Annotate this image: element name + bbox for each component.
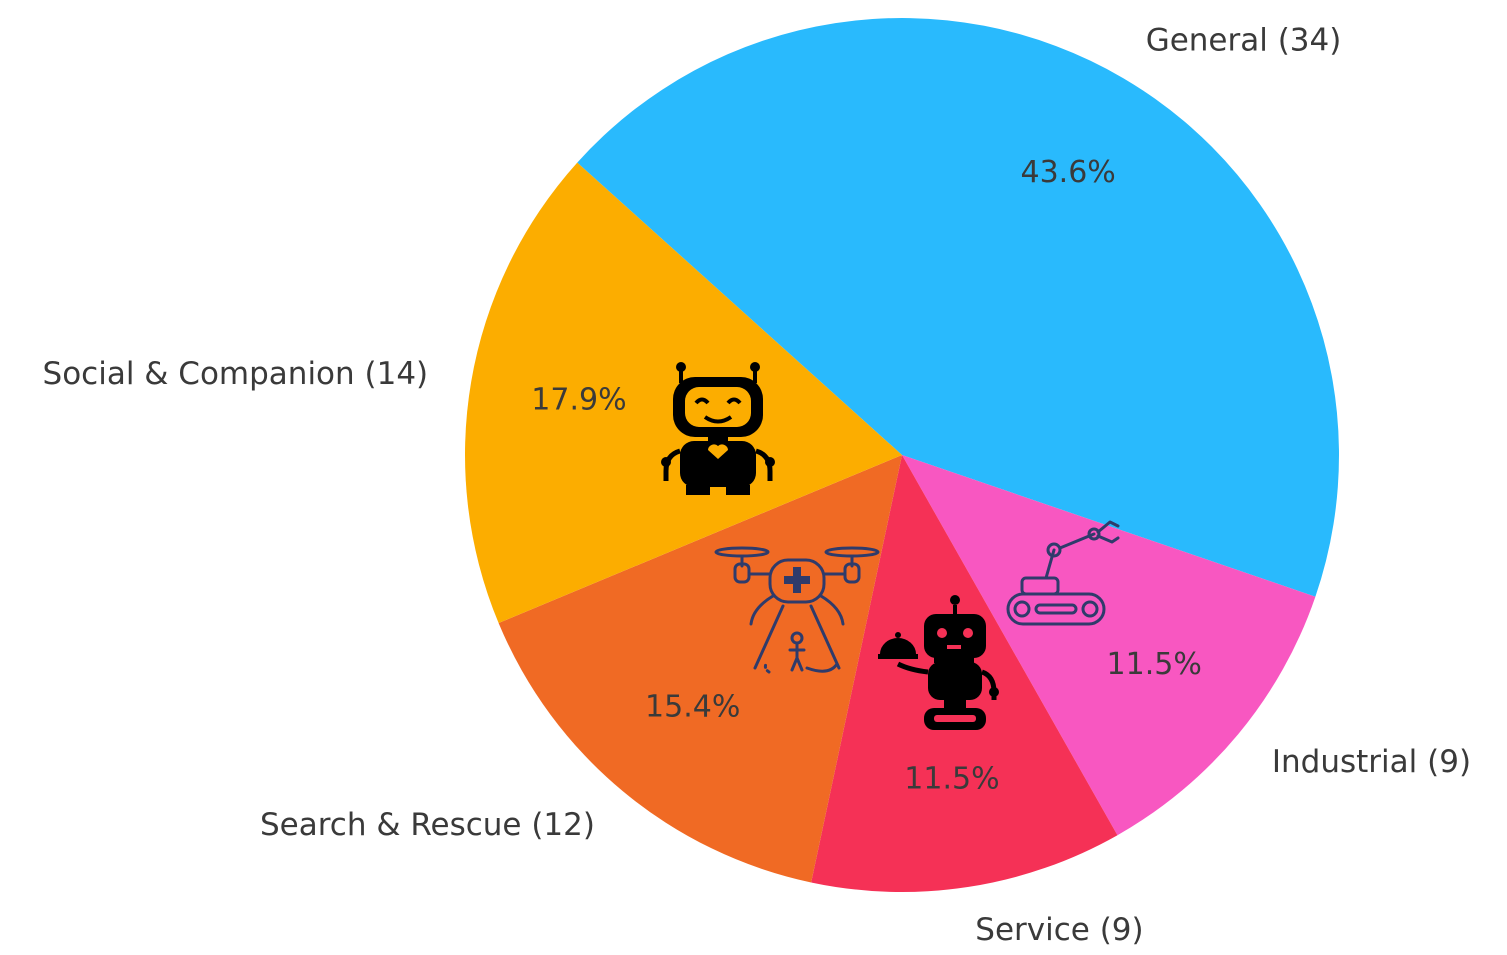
percent-label-search-and-rescue: 15.4%: [645, 690, 740, 725]
category-label-general: General (34): [1146, 23, 1342, 59]
pie-slice-search-and-rescue: [498, 455, 902, 883]
category-label-search-and-rescue: Search & Rescue (12): [260, 807, 595, 843]
percent-label-general: 43.6%: [1020, 155, 1115, 190]
percent-label-service: 11.5%: [904, 761, 999, 796]
waiter-robot-icon: [878, 595, 999, 730]
pie-slice-industrial: [902, 455, 1316, 836]
pie-slices: [464, 18, 1339, 892]
percent-label-industrial: 11.5%: [1107, 647, 1202, 682]
category-label-service: Service (9): [975, 912, 1143, 948]
category-label-industrial: Industrial (9): [1272, 744, 1471, 780]
percent-label-social-and-companion: 17.9%: [531, 382, 626, 417]
companion-robot-icon: [661, 362, 775, 495]
robotic-arm-icon: [1006, 520, 1120, 626]
rescue-drone-icon: [714, 546, 880, 674]
pie-slice-general: [577, 18, 1339, 597]
category-label-social-and-companion: Social & Companion (14): [43, 356, 429, 392]
pie-labels: 43.6% General (34) 11.5% Industrial (9) 11.5…: [43, 23, 1472, 948]
